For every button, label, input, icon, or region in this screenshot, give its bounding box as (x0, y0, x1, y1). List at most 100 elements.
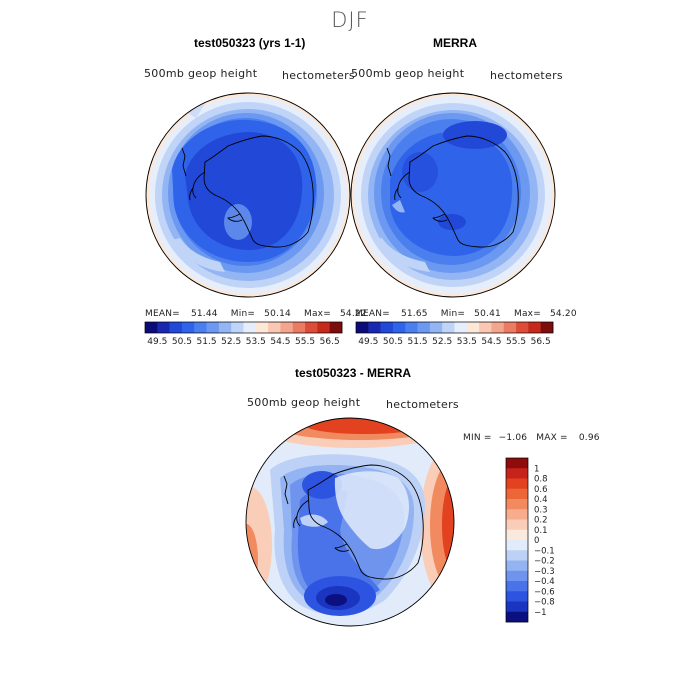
colorbar-3-swatch (506, 540, 528, 551)
colorbar-1-tick-label: 52.5 (221, 337, 241, 347)
panel-3-max-label: MAX = (536, 433, 568, 443)
map-panel-2 (350, 92, 556, 298)
panel-2-max-value: 54.20 (550, 309, 577, 319)
colorbar-3-frame (505, 457, 529, 623)
colorbar-3-tick-label: −0.4 (534, 577, 555, 587)
colorbar-3-tick-label: 0.1 (534, 526, 548, 536)
colorbar-2-tick-label: 51.5 (408, 337, 428, 347)
panel-1-min-label: Min= (230, 309, 256, 319)
panel-1-mean-value: 51.44 (190, 309, 218, 319)
colorbar-1-swatch (268, 322, 281, 333)
map-panel-1 (145, 92, 351, 298)
colorbar-1-tick-label: 53.5 (246, 337, 266, 347)
colorbar-2-swatch (454, 322, 468, 333)
colorbar-3-swatch (506, 458, 528, 469)
colorbar-2-tick-label: 49.5 (358, 337, 378, 347)
colorbar-1-swatch (305, 322, 318, 333)
panel-1-max-label: Max= (303, 309, 331, 319)
panel-1-units: hectometers (282, 69, 355, 82)
colorbar-1-swatch (157, 322, 170, 333)
colorbar-1-tick-label: 51.5 (197, 337, 217, 347)
colorbar-1-swatch (280, 322, 294, 333)
colorbar-3-tick-label: −0.6 (534, 587, 555, 597)
colorbar-3-swatch (506, 529, 528, 541)
panel-3-title: test050323 - MERRA (295, 366, 412, 380)
panel-3-min-label: MIN = (463, 433, 492, 443)
colorbar-2-swatch (368, 322, 381, 333)
panel-3-stats: MIN = −1.06 MAX = 0.96 (463, 433, 600, 443)
panel-1-min-value: 50.14 (264, 309, 291, 319)
map-panel-3 (245, 417, 455, 627)
panel-2-variable: 500mb geop height (351, 67, 465, 80)
panel-2-mean-label: MEAN= (355, 309, 390, 319)
colorbar-2-swatch (405, 322, 418, 333)
panel-2-mean-value: 51.65 (400, 309, 428, 319)
colorbar-3-tick-label: 0.6 (534, 485, 548, 495)
colorbar-2-swatch (417, 322, 431, 333)
colorbar-2-swatch (540, 322, 554, 333)
colorbar-1-tick-label: 54.5 (270, 337, 290, 347)
colorbar-3-swatch (506, 468, 528, 479)
season-title: DJF (331, 8, 369, 32)
colorbar-2-tick-label: 53.5 (457, 337, 477, 347)
colorbar-2-swatch (356, 322, 369, 333)
colorbar-2-swatch (528, 322, 541, 333)
panel-1-title: test050323 (yrs 1-1) (194, 36, 306, 50)
colorbar-3-tick-label: −0.1 (534, 546, 555, 556)
panel-2-min-label: Min= (440, 309, 466, 319)
colorbar-1-frame (144, 321, 343, 334)
colorbar-3-tick-label: 0 (534, 536, 539, 546)
panel-2-stats: MEAN= 51.65 Min= 50.41 Max= 54.20 (355, 309, 577, 319)
colorbar-3-swatch (506, 478, 528, 490)
colorbar-1-swatch (194, 322, 207, 333)
colorbar-3-swatch (506, 488, 528, 500)
colorbar-1-tick-label: 50.5 (172, 337, 192, 347)
colorbar-2-swatch (466, 322, 480, 333)
colorbar-2-frame (355, 321, 554, 334)
colorbar-3-swatch (506, 560, 528, 572)
colorbar-3-tick-label: 0.8 (534, 475, 548, 485)
colorbar-3-tick-label: −0.2 (534, 557, 555, 567)
colorbar-1-swatch (206, 322, 220, 333)
colorbar-2-tick-label: 54.5 (481, 337, 501, 347)
colorbar-3-swatch (506, 519, 528, 531)
panel-2-min-value: 50.41 (474, 309, 501, 319)
colorbar-1-swatch (255, 322, 269, 333)
colorbar-1-swatch (169, 322, 183, 333)
colorbar-2-swatch (429, 322, 443, 333)
colorbar-3-swatch (506, 581, 528, 592)
colorbar-3-swatch (506, 550, 528, 561)
panel-3-min-value: −1.06 (498, 433, 528, 443)
colorbar-1-swatch (218, 322, 232, 333)
colorbar-1-swatch (317, 322, 330, 333)
colorbar-1-swatch (292, 322, 306, 333)
colorbar-3-tick-label: 0.4 (534, 495, 548, 505)
panel-2-units: hectometers (490, 69, 563, 82)
panel-2-title: MERRA (433, 36, 477, 50)
colorbar-2-tick-label: 52.5 (432, 337, 452, 347)
colorbar-2-swatch (516, 322, 529, 333)
colorbar-2-swatch (479, 322, 492, 333)
colorbar-3-tick-label: −1 (534, 608, 547, 618)
colorbar-1-tick-label: 49.5 (147, 337, 167, 347)
colorbar-3-swatch (506, 591, 528, 602)
colorbar-3-swatch (506, 509, 528, 520)
colorbar-2-swatch (380, 322, 394, 333)
colorbar-1-swatch (181, 322, 195, 333)
colorbar-1-tick-label: 55.5 (295, 337, 315, 347)
panel-1-mean-label: MEAN= (145, 309, 180, 319)
colorbar-3-tick-label: −0.3 (534, 567, 555, 577)
panel-1-stats: MEAN= 51.44 Min= 50.14 Max= 54.22 (145, 309, 367, 319)
colorbar-3-swatch (506, 601, 528, 613)
colorbar-3-swatch (506, 570, 528, 582)
panel-3-variable: 500mb geop height (247, 396, 361, 409)
colorbar-1-swatch (231, 322, 244, 333)
colorbar-2-swatch (392, 322, 406, 333)
panel-2-max-label: Max= (513, 309, 541, 319)
colorbar-1-swatch (329, 322, 343, 333)
colorbar-1-tick-label: 56.5 (320, 337, 340, 347)
colorbar-3-swatch (506, 499, 528, 510)
colorbar-2-swatch (442, 322, 455, 333)
colorbar-2-tick-label: 55.5 (506, 337, 526, 347)
